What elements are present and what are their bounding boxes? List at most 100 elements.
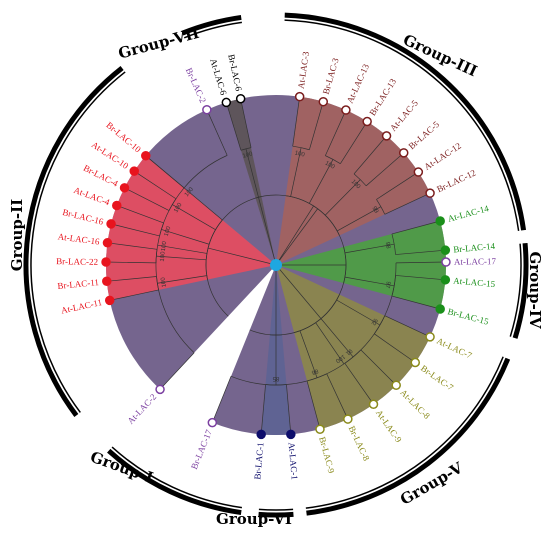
group-arc-inner [305, 356, 504, 509]
clade-wedge-iv [276, 221, 446, 309]
bootstrap-label: 100 [334, 353, 346, 364]
leaf-label: At-LAC-13 [345, 62, 372, 105]
group-label: Group-II [8, 199, 26, 271]
leaf-label: At-LAC-8 [398, 387, 432, 421]
branch-tip [206, 109, 228, 156]
clade-wedge-ii [105, 155, 276, 301]
branch-segment [245, 148, 259, 198]
leaf-node [413, 167, 424, 177]
leaf-node [435, 216, 445, 226]
branch-tip [340, 121, 368, 164]
group-label: Group-VII [116, 24, 201, 63]
leaf-node [391, 380, 401, 390]
branch-segment [157, 244, 208, 254]
leaf-label: Br-LAC-12 [435, 168, 477, 195]
branch-arc [155, 155, 228, 354]
group-label: Group-V [397, 458, 466, 508]
leaf-node [106, 219, 116, 229]
leaf-node [104, 295, 115, 306]
leaf-node [440, 275, 451, 285]
branch-arc [391, 233, 396, 255]
group-label: Group-IV [526, 252, 544, 329]
leaf-label: Br-LAC-3 [321, 56, 341, 95]
branch-tip [325, 109, 347, 156]
leaf-node [101, 257, 111, 267]
leaf-label: Br-LAC-4 [82, 163, 120, 189]
bootstrap-label: 100 [294, 151, 306, 159]
branch-segment [344, 276, 395, 287]
group-arc-outer [306, 357, 511, 516]
branch-tip [384, 192, 431, 215]
branch-segment [336, 299, 381, 326]
leaf-label: At-LAC-16 [57, 231, 100, 246]
tree-branches [106, 96, 446, 435]
branch-tip [109, 289, 159, 301]
branch-arc [306, 373, 327, 382]
leaf-node [141, 150, 151, 161]
leaf-node [441, 257, 451, 267]
leaf-node [235, 93, 246, 104]
leaf-label: Br-LAC-22 [56, 256, 98, 267]
group-arc-inner [509, 243, 522, 337]
group-arc-outer [107, 448, 242, 516]
leaf-label: At-LAC-4 [72, 185, 111, 208]
leaf-node [341, 105, 351, 115]
branch-tip [306, 380, 321, 430]
bootstrap-label: 85 [272, 375, 279, 381]
leaf-node [102, 238, 113, 248]
leaf-label: At-LAC-17 [454, 256, 497, 267]
branch-tip [376, 171, 419, 200]
leaf-node [112, 200, 122, 211]
leaf-node [129, 166, 139, 176]
bootstrap-label: 100 [160, 251, 167, 262]
leaf-label: Br-LAC-7 [419, 363, 456, 393]
branch-tip [260, 384, 266, 435]
branch-tip [124, 187, 170, 211]
branch-segment [161, 229, 210, 245]
branch-segment [320, 318, 354, 358]
leaf-label: Br-LAC-5 [406, 119, 441, 151]
leaf-node [315, 424, 325, 434]
leaf-label: Br-LAC-15 [447, 306, 490, 327]
leaf-label: At-LAC-15 [453, 276, 496, 290]
leaf-label: At-LAC-11 [60, 297, 103, 315]
leaf-node [362, 116, 372, 127]
bootstrap-label: 100 [184, 186, 195, 198]
group-arc-inner [30, 71, 126, 413]
leaf-node [256, 429, 266, 440]
bootstrap-label: 97 [384, 281, 391, 289]
branch-tip [225, 102, 242, 151]
branch-tip [395, 261, 446, 264]
group-arc-outer [512, 242, 529, 339]
group-arc-outer [284, 12, 527, 231]
bootstrap-label: 100 [161, 240, 169, 252]
group-arc-inner [111, 446, 243, 509]
leaf-node [202, 104, 212, 115]
branch-arc [376, 199, 386, 215]
leaf-node [425, 332, 435, 342]
branch-tip [145, 155, 185, 189]
leaf-label: At-LAC-7 [435, 336, 474, 361]
leaf-label: At-LAC-12 [422, 141, 463, 172]
leaf-node [435, 304, 445, 314]
bootstrap-label: 100 [242, 151, 254, 159]
leaf-label: At-LAC-2 [125, 392, 158, 426]
branch-tip [106, 261, 157, 264]
group-label: Group-VI [216, 510, 292, 528]
leaf-node [221, 97, 232, 108]
branch-segment [324, 179, 361, 216]
leaf-label: Br-LAC-1 [252, 442, 265, 480]
leaf-node [398, 148, 409, 158]
branch-tip [365, 152, 404, 187]
leaf-label: At-LAC-9 [374, 408, 404, 445]
branch-tip [159, 352, 195, 390]
leaf-label: At-LAC-1 [287, 442, 300, 480]
clade-wedge-v [276, 265, 431, 430]
leaf-node [368, 399, 379, 410]
branch-segment [308, 159, 334, 204]
branch-tip [309, 101, 324, 150]
branch-tip [211, 376, 232, 423]
branch-segment [183, 187, 223, 221]
